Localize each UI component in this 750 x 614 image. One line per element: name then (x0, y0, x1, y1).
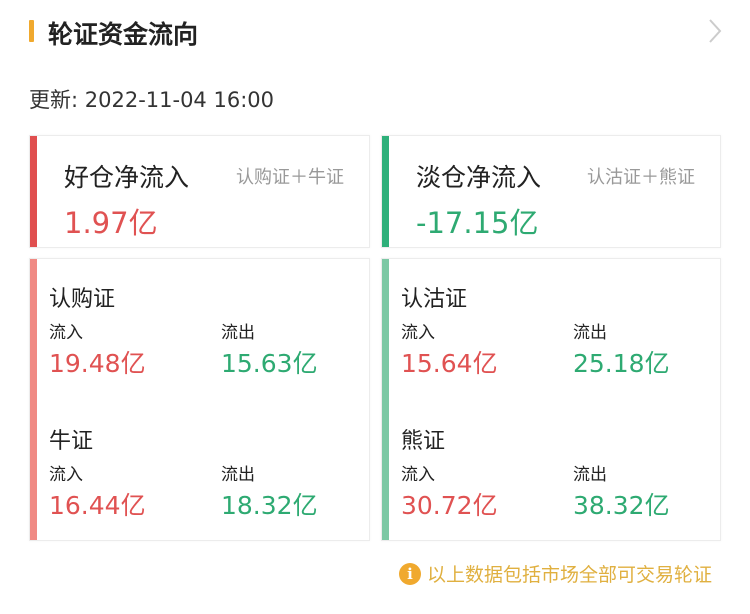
outflow-value: 15.63亿 (221, 349, 318, 378)
bull-net-inflow-card[interactable]: 好仓净流入 认购证＋牛证 1.97亿 (29, 135, 370, 248)
inflow-value: 19.48亿 (49, 349, 146, 378)
card-title: 好仓净流入 (64, 163, 190, 192)
outflow-label: 流出 (221, 323, 255, 343)
footer-note: i 以上数据包括市场全部可交易轮证 (399, 560, 712, 587)
card-stripe (382, 136, 389, 247)
inflow-value: 15.64亿 (401, 349, 498, 378)
card-subtitle: 认购证＋牛证 (236, 167, 344, 188)
inflow-value: 16.44亿 (49, 491, 146, 520)
bull-detail-card: 认购证 流入 19.48亿 流出 15.63亿 牛证 流入 16.44亿 流出 … (29, 258, 370, 541)
info-icon: i (399, 562, 421, 585)
update-time: 更新: 2022-11-04 16:00 (29, 88, 274, 112)
inflow-label: 流入 (49, 465, 83, 485)
footer-note-text: 以上数据包括市场全部可交易轮证 (427, 564, 713, 586)
card-subtitle: 认沽证＋熊证 (587, 167, 695, 188)
net-inflow-value: -17.15亿 (416, 206, 539, 240)
chevron-right-icon[interactable] (706, 16, 724, 46)
bear-detail-card: 认沽证 流入 15.64亿 流出 25.18亿 熊证 流入 30.72亿 流出 … (381, 258, 721, 541)
inflow-label: 流入 (401, 323, 435, 343)
outflow-value: 25.18亿 (573, 349, 670, 378)
group-name: 认沽证 (401, 287, 468, 312)
group-name: 牛证 (49, 429, 94, 454)
card-title: 淡仓净流入 (416, 163, 542, 192)
inflow-label: 流入 (401, 465, 435, 485)
card-stripe (30, 259, 37, 540)
outflow-value: 18.32亿 (221, 491, 318, 520)
outflow-label: 流出 (221, 465, 255, 485)
title-accent-bar (29, 20, 34, 42)
card-stripe (382, 259, 389, 540)
inflow-value: 30.72亿 (401, 491, 498, 520)
net-inflow-value: 1.97亿 (64, 206, 158, 240)
bear-net-inflow-card[interactable]: 淡仓净流入 认沽证＋熊证 -17.15亿 (381, 135, 721, 248)
outflow-value: 38.32亿 (573, 491, 670, 520)
page-title: 轮证资金流向 (48, 20, 199, 49)
card-stripe (30, 136, 37, 247)
group-name: 认购证 (49, 287, 116, 312)
outflow-label: 流出 (573, 323, 607, 343)
group-name: 熊证 (401, 429, 446, 454)
outflow-label: 流出 (573, 465, 607, 485)
inflow-label: 流入 (49, 323, 83, 343)
